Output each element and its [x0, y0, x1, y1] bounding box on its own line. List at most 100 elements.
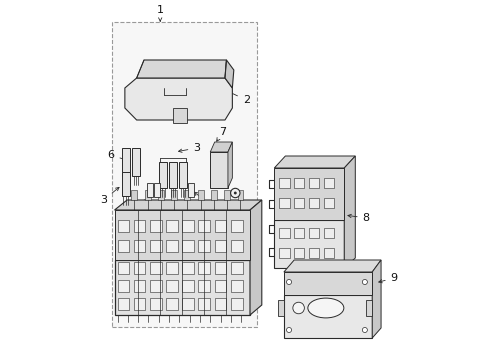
Text: 5: 5: [133, 199, 147, 213]
Polygon shape: [371, 260, 380, 338]
Bar: [294, 178, 304, 188]
Bar: [133, 298, 145, 310]
Bar: [198, 220, 210, 232]
Circle shape: [230, 188, 240, 198]
Polygon shape: [249, 200, 261, 315]
Polygon shape: [224, 60, 233, 88]
Bar: [188, 183, 194, 197]
Bar: [198, 280, 210, 292]
Bar: [179, 162, 187, 188]
Polygon shape: [227, 142, 232, 188]
Bar: [214, 280, 226, 292]
Bar: [197, 190, 203, 200]
Bar: [294, 248, 304, 258]
Bar: [308, 228, 319, 238]
Bar: [237, 190, 243, 200]
Bar: [294, 228, 304, 238]
Bar: [122, 172, 130, 196]
Bar: [169, 162, 177, 188]
Bar: [159, 162, 166, 188]
Circle shape: [292, 302, 304, 314]
Text: 3: 3: [100, 187, 119, 205]
Bar: [279, 248, 289, 258]
Bar: [150, 262, 162, 274]
Bar: [166, 220, 178, 232]
Bar: [279, 178, 289, 188]
Ellipse shape: [307, 298, 343, 318]
Bar: [133, 262, 145, 274]
Polygon shape: [274, 220, 344, 268]
Polygon shape: [284, 260, 380, 272]
Bar: [224, 190, 230, 200]
Bar: [147, 183, 153, 197]
Circle shape: [233, 192, 236, 194]
Bar: [154, 183, 160, 197]
Bar: [150, 240, 162, 252]
Bar: [166, 240, 178, 252]
Circle shape: [362, 279, 366, 284]
Bar: [214, 240, 226, 252]
Text: 3: 3: [178, 143, 200, 153]
Bar: [308, 198, 319, 208]
Bar: [166, 298, 178, 310]
Bar: [182, 240, 194, 252]
Polygon shape: [210, 152, 227, 188]
Polygon shape: [284, 272, 371, 295]
Bar: [308, 178, 319, 188]
Bar: [323, 248, 333, 258]
Bar: [230, 240, 242, 252]
Polygon shape: [124, 78, 232, 120]
Bar: [117, 298, 129, 310]
Bar: [230, 220, 242, 232]
Polygon shape: [210, 142, 232, 152]
Polygon shape: [366, 300, 371, 316]
Bar: [133, 220, 145, 232]
Polygon shape: [114, 260, 249, 315]
Bar: [158, 190, 163, 200]
Bar: [214, 220, 226, 232]
Bar: [214, 262, 226, 274]
Polygon shape: [136, 60, 226, 78]
Bar: [150, 298, 162, 310]
Polygon shape: [344, 156, 355, 268]
Polygon shape: [284, 295, 371, 338]
Bar: [117, 240, 129, 252]
Polygon shape: [114, 210, 249, 260]
Bar: [308, 248, 319, 258]
Text: 6: 6: [107, 150, 128, 161]
Text: 2: 2: [228, 91, 249, 105]
Bar: [294, 198, 304, 208]
Bar: [198, 240, 210, 252]
Bar: [230, 280, 242, 292]
Bar: [166, 280, 178, 292]
Polygon shape: [278, 300, 284, 316]
Bar: [323, 178, 333, 188]
Bar: [133, 240, 145, 252]
Bar: [182, 262, 194, 274]
Bar: [279, 198, 289, 208]
Bar: [210, 190, 217, 200]
Text: 8: 8: [347, 213, 369, 223]
Bar: [171, 190, 177, 200]
Circle shape: [362, 328, 366, 333]
Bar: [198, 262, 210, 274]
Bar: [184, 190, 190, 200]
Bar: [150, 220, 162, 232]
Polygon shape: [274, 156, 355, 168]
Bar: [117, 220, 129, 232]
Polygon shape: [114, 200, 261, 210]
Text: 4: 4: [194, 192, 215, 210]
Polygon shape: [274, 168, 344, 220]
Bar: [182, 280, 194, 292]
Bar: [144, 190, 150, 200]
Bar: [112, 22, 256, 327]
Circle shape: [286, 328, 291, 333]
Text: 9: 9: [378, 273, 397, 283]
Text: 1: 1: [156, 5, 163, 21]
Bar: [166, 262, 178, 274]
Bar: [230, 298, 242, 310]
Bar: [198, 298, 210, 310]
Bar: [230, 262, 242, 274]
Bar: [117, 280, 129, 292]
Bar: [122, 148, 130, 176]
